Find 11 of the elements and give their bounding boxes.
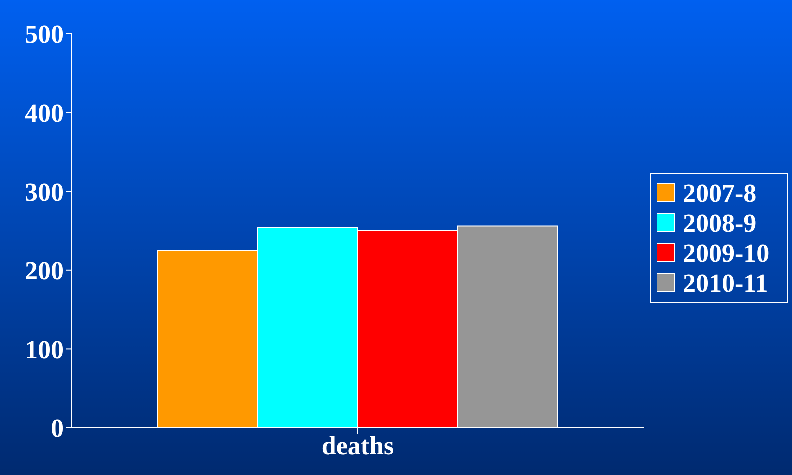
- legend-label: 2008-9: [683, 208, 757, 238]
- y-tick-label: 0: [51, 414, 64, 444]
- y-tick-label: 300: [25, 178, 64, 207]
- legend-label: 2010-11: [683, 268, 768, 298]
- y-tick-label: 200: [25, 256, 64, 286]
- y-tick-label: 100: [25, 335, 64, 364]
- y-tick-label: 400: [25, 99, 64, 128]
- legend-label: 2009-10: [683, 238, 770, 268]
- x-tick-label: deaths: [322, 431, 394, 460]
- legend-label: 2007-8: [683, 178, 757, 208]
- y-tick-label: 500: [25, 20, 64, 50]
